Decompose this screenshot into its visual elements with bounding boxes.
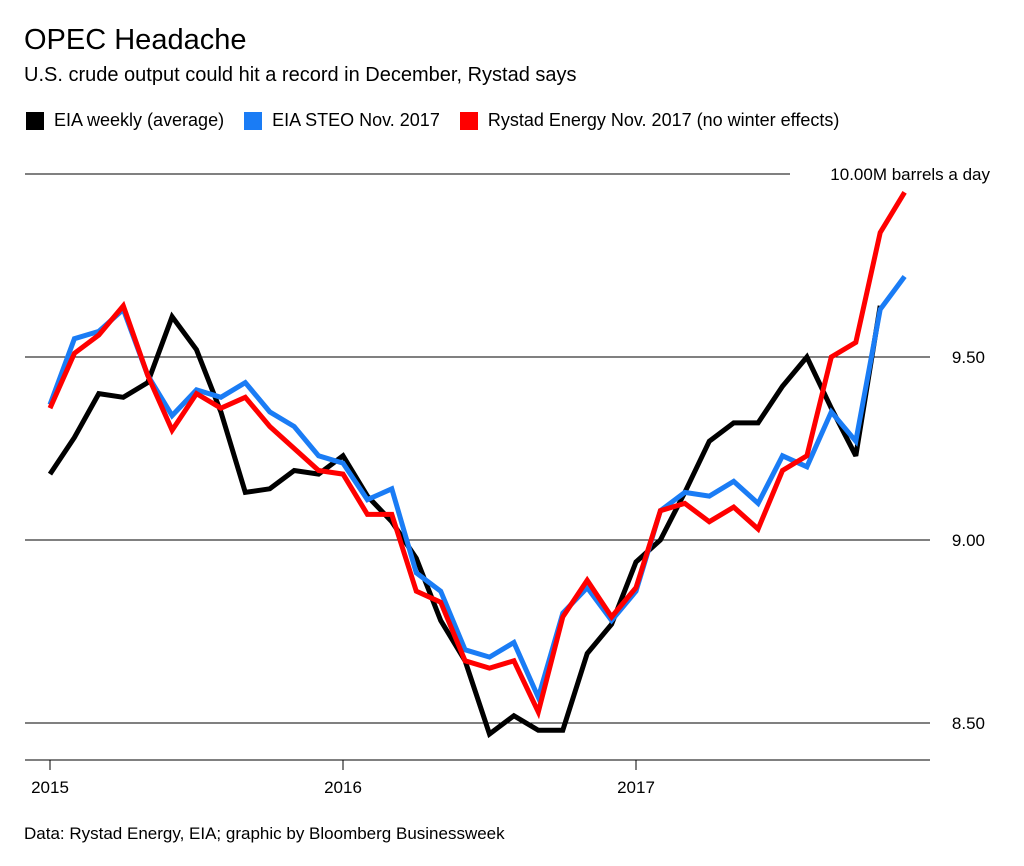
y-tick-label: 9.00 bbox=[952, 531, 985, 550]
y-tick-label: 10.00M barrels a day bbox=[830, 165, 990, 184]
y-tick-label: 8.50 bbox=[952, 714, 985, 733]
legend-swatch-rystad bbox=[459, 111, 478, 130]
legend-item-eia-steo: EIA STEO Nov. 2017 bbox=[244, 110, 440, 131]
series-line-1 bbox=[47, 275, 907, 705]
legend-item-rystad: Rystad Energy Nov. 2017 (no winter effec… bbox=[459, 110, 840, 131]
x-tick-label: 2016 bbox=[324, 778, 362, 797]
x-tick-label: 2015 bbox=[31, 778, 69, 797]
x-tick-label: 2017 bbox=[617, 778, 655, 797]
legend-label-rystad: Rystad Energy Nov. 2017 (no winter effec… bbox=[487, 110, 840, 130]
legend-swatch-eia-weekly bbox=[26, 111, 44, 130]
chart-subtitle: U.S. crude output could hit a record in … bbox=[24, 64, 577, 86]
y-tick-label: 9.50 bbox=[952, 348, 985, 367]
legend-swatch-eia-steo bbox=[244, 111, 263, 130]
series-line-0 bbox=[47, 305, 883, 739]
series-line-2 bbox=[47, 191, 907, 720]
legend-item-eia-weekly: EIA weekly (average) bbox=[26, 110, 224, 131]
source-note: Data: Rystad Energy, EIA; graphic by Blo… bbox=[24, 824, 505, 843]
legend: EIA weekly (average) EIA STEO Nov. 2017 … bbox=[26, 110, 845, 131]
legend-label-eia-weekly: EIA weekly (average) bbox=[54, 110, 225, 130]
chart-title: OPEC Headache bbox=[24, 24, 247, 56]
legend-label-eia-steo: EIA STEO Nov. 2017 bbox=[272, 110, 440, 130]
